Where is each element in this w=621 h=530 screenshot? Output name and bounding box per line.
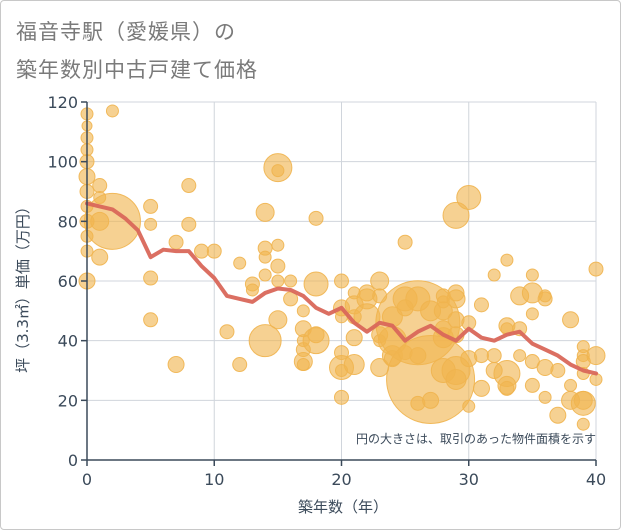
data-bubble — [233, 256, 247, 270]
data-bubble — [525, 268, 539, 282]
data-bubble — [270, 258, 286, 274]
data-bubble — [462, 399, 476, 413]
data-bubble — [486, 348, 502, 364]
data-bubble — [206, 243, 222, 259]
axes: 0 20 40 60 80 100 120 0 10 20 30 40 — [47, 93, 606, 489]
x-axis-label: 築年数（年） — [298, 498, 388, 516]
data-bubble — [255, 202, 275, 222]
data-bubble — [143, 198, 159, 214]
x-tick-label: 40 — [586, 470, 606, 489]
data-bubble — [308, 210, 324, 226]
data-bubble — [168, 234, 184, 250]
data-bubble — [91, 248, 109, 266]
data-bubble — [219, 324, 235, 340]
data-bubble — [500, 253, 514, 267]
data-bubble — [232, 357, 248, 373]
y-tick-label: 80 — [58, 212, 78, 231]
data-bubble — [499, 380, 515, 396]
y-tick-label: 60 — [58, 272, 78, 291]
y-tick-label: 0 — [68, 451, 78, 470]
data-bubble — [370, 271, 390, 291]
x-tick-label: 0 — [82, 470, 92, 489]
data-bubble — [296, 358, 310, 372]
data-bubble — [258, 250, 272, 264]
average-price-line — [85, 201, 598, 376]
data-bubble — [549, 406, 567, 424]
data-bubble — [588, 261, 604, 277]
trend-series — [85, 201, 598, 376]
data-bubble — [143, 312, 159, 328]
data-bubble — [550, 363, 566, 378]
data-bubble — [105, 104, 119, 118]
y-tick-label: 120 — [47, 93, 78, 112]
data-bubble — [538, 390, 552, 404]
data-bubble — [271, 164, 285, 178]
data-bubble — [245, 283, 259, 297]
data-bubble — [284, 274, 298, 288]
data-bubble — [537, 291, 553, 307]
data-bubble — [181, 216, 197, 232]
data-bubble — [570, 390, 596, 416]
data-bubble — [433, 301, 453, 321]
data-bubble — [456, 184, 482, 210]
data-bubble — [460, 350, 478, 368]
data-bubble — [92, 178, 108, 194]
x-tick-label: 30 — [459, 470, 479, 489]
data-bubble — [447, 311, 465, 329]
data-bubble — [422, 391, 440, 409]
data-bubble — [271, 238, 285, 252]
data-bubble — [181, 178, 197, 194]
data-bubble — [446, 289, 466, 309]
data-bubble — [296, 304, 310, 318]
data-bubble — [525, 307, 539, 321]
chart-title-line1: 福音寺駅（愛媛県）の — [16, 20, 236, 44]
data-bubble — [586, 346, 606, 366]
data-bubble — [167, 356, 185, 374]
x-tick-label: 10 — [204, 470, 224, 489]
data-bubble — [334, 389, 349, 405]
data-bubble — [473, 348, 489, 364]
data-bubble — [442, 201, 470, 229]
y-tick-label: 40 — [58, 332, 78, 351]
data-bubble — [83, 192, 141, 250]
data-bubble — [345, 329, 363, 347]
bubble-series — [78, 104, 606, 431]
data-bubble — [513, 349, 527, 363]
data-bubble — [302, 327, 330, 355]
size-annotation: 円の大きさは、取引のあった物件面積を示す — [356, 431, 596, 446]
data-bubble — [248, 324, 282, 358]
data-bubble — [334, 273, 349, 289]
data-bubble — [303, 271, 329, 297]
data-bubble — [271, 274, 285, 288]
data-bubble — [562, 311, 580, 329]
data-bubble — [536, 359, 554, 377]
data-bubble — [564, 378, 578, 392]
chart-title-line2: 築年数別中古戸建て価格 — [16, 58, 258, 82]
data-bubble — [472, 379, 490, 397]
y-tick-label: 100 — [47, 153, 78, 172]
data-bubble — [524, 377, 540, 393]
data-bubble — [487, 268, 501, 282]
data-bubble — [258, 268, 272, 282]
data-bubble — [194, 243, 210, 259]
data-bubble — [343, 354, 365, 376]
x-tick-label: 20 — [331, 470, 351, 489]
y-axis-label: 坪（3.3㎡）単価（万円） — [14, 199, 32, 373]
data-bubble — [473, 297, 489, 313]
data-bubble — [397, 234, 413, 250]
data-bubble — [144, 217, 158, 231]
data-bubble — [268, 310, 288, 330]
y-tick-label: 20 — [58, 391, 78, 410]
data-bubble — [576, 417, 590, 431]
data-bubble — [445, 368, 467, 390]
data-bubble — [143, 270, 159, 286]
